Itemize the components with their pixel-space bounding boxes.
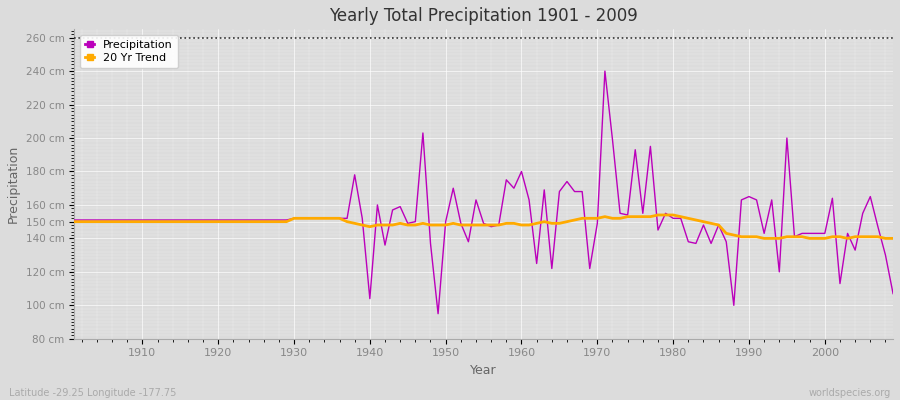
Precipitation xyxy=(599,69,610,74)
Y-axis label: Precipitation: Precipitation xyxy=(7,145,20,223)
20 Yr Trend xyxy=(68,219,79,224)
Precipitation xyxy=(887,291,898,296)
Precipitation xyxy=(524,198,535,202)
20 Yr Trend xyxy=(887,236,898,241)
Precipitation xyxy=(342,216,353,221)
20 Yr Trend xyxy=(652,212,663,217)
Precipitation xyxy=(622,212,633,217)
20 Yr Trend xyxy=(516,223,526,228)
Legend: Precipitation, 20 Yr Trend: Precipitation, 20 Yr Trend xyxy=(80,35,178,68)
Line: Precipitation: Precipitation xyxy=(74,71,893,314)
Text: Latitude -29.25 Longitude -177.75: Latitude -29.25 Longitude -177.75 xyxy=(9,388,176,398)
Precipitation xyxy=(433,311,444,316)
20 Yr Trend xyxy=(130,219,140,224)
Precipitation xyxy=(296,216,307,221)
Precipitation xyxy=(516,169,526,174)
20 Yr Trend xyxy=(608,216,618,221)
X-axis label: Year: Year xyxy=(471,364,497,377)
Line: 20 Yr Trend: 20 Yr Trend xyxy=(74,215,893,238)
20 Yr Trend xyxy=(296,216,307,221)
20 Yr Trend xyxy=(508,221,519,226)
Precipitation xyxy=(68,218,79,222)
20 Yr Trend xyxy=(759,236,769,241)
Precipitation xyxy=(130,218,140,222)
20 Yr Trend xyxy=(342,219,353,224)
Text: worldspecies.org: worldspecies.org xyxy=(809,388,891,398)
Title: Yearly Total Precipitation 1901 - 2009: Yearly Total Precipitation 1901 - 2009 xyxy=(329,7,638,25)
